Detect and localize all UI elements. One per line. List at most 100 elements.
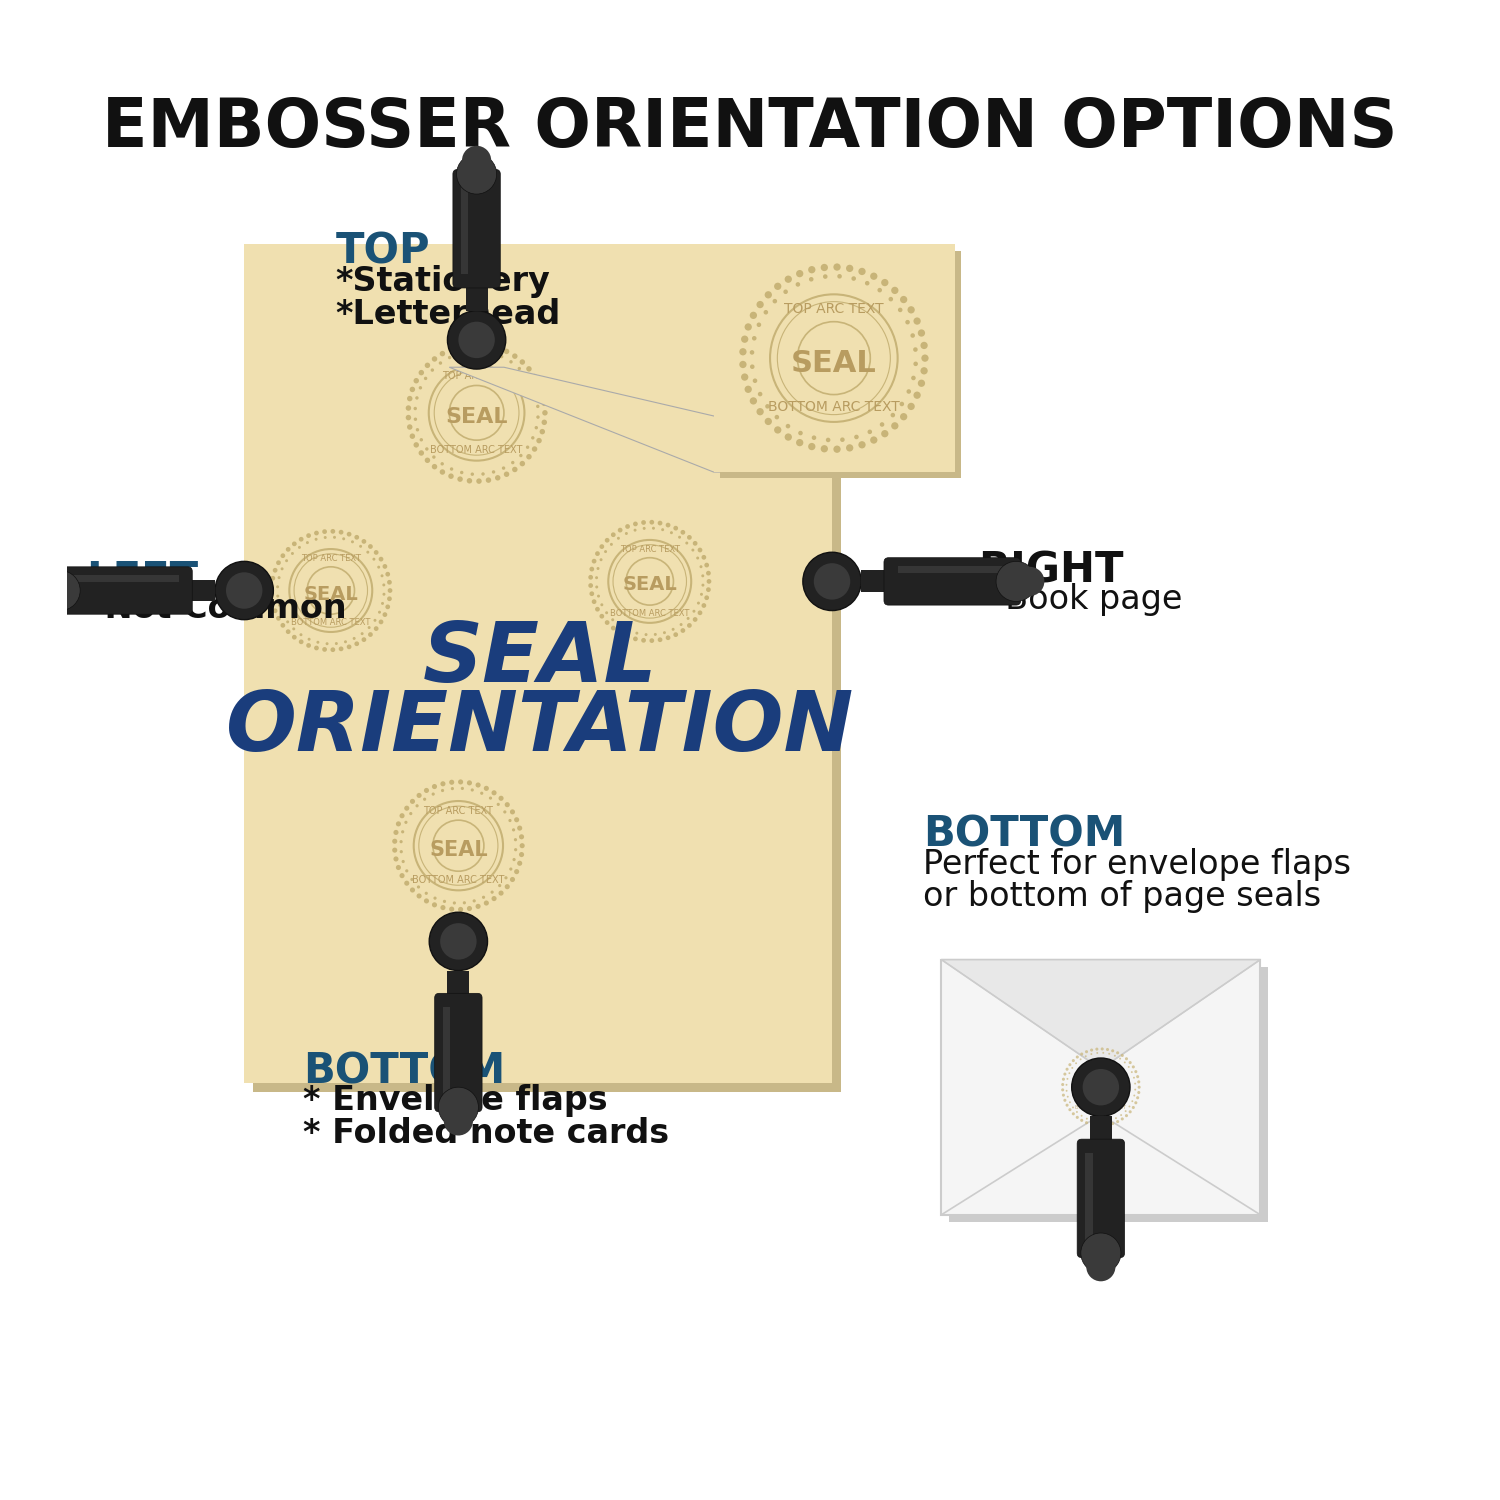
Text: BOTTOM: BOTTOM bbox=[303, 1050, 506, 1092]
Text: TOP ARC TEXT: TOP ARC TEXT bbox=[1082, 1064, 1120, 1070]
Circle shape bbox=[652, 526, 656, 530]
Circle shape bbox=[600, 544, 604, 549]
Circle shape bbox=[798, 430, 802, 435]
Circle shape bbox=[821, 264, 828, 272]
Circle shape bbox=[444, 1107, 472, 1136]
Circle shape bbox=[588, 584, 592, 588]
Bar bbox=[465, 284, 488, 310]
Circle shape bbox=[306, 542, 309, 544]
Circle shape bbox=[1128, 1106, 1131, 1107]
Circle shape bbox=[537, 416, 540, 419]
FancyBboxPatch shape bbox=[56, 567, 192, 614]
Circle shape bbox=[756, 408, 764, 416]
Circle shape bbox=[411, 878, 414, 880]
Circle shape bbox=[1134, 1095, 1136, 1096]
Circle shape bbox=[1072, 1113, 1076, 1116]
Circle shape bbox=[1108, 1053, 1110, 1054]
Circle shape bbox=[440, 470, 446, 474]
Circle shape bbox=[1090, 1124, 1094, 1126]
Circle shape bbox=[433, 897, 436, 900]
Circle shape bbox=[509, 819, 512, 822]
Circle shape bbox=[530, 384, 534, 387]
Circle shape bbox=[597, 594, 600, 597]
Circle shape bbox=[404, 880, 410, 885]
Circle shape bbox=[756, 322, 760, 327]
Circle shape bbox=[362, 538, 366, 544]
Circle shape bbox=[503, 810, 507, 813]
Circle shape bbox=[1134, 1083, 1136, 1084]
Circle shape bbox=[512, 466, 518, 472]
Text: TOP ARC TEXT: TOP ARC TEXT bbox=[620, 544, 680, 554]
FancyBboxPatch shape bbox=[884, 558, 1020, 604]
Circle shape bbox=[1110, 1119, 1112, 1122]
Circle shape bbox=[32, 576, 62, 604]
Text: * Folded note cards: * Folded note cards bbox=[303, 1118, 669, 1150]
Circle shape bbox=[808, 278, 813, 282]
Circle shape bbox=[740, 362, 747, 368]
Circle shape bbox=[399, 840, 402, 843]
Circle shape bbox=[898, 308, 903, 312]
Circle shape bbox=[687, 616, 690, 620]
Circle shape bbox=[410, 800, 416, 804]
Circle shape bbox=[699, 566, 702, 568]
Circle shape bbox=[480, 792, 483, 795]
Circle shape bbox=[273, 568, 278, 573]
Circle shape bbox=[416, 396, 419, 399]
Circle shape bbox=[1086, 1118, 1088, 1119]
Circle shape bbox=[298, 639, 303, 644]
Circle shape bbox=[1112, 1122, 1114, 1125]
Circle shape bbox=[495, 476, 501, 480]
Circle shape bbox=[921, 342, 927, 350]
Circle shape bbox=[399, 873, 405, 877]
Circle shape bbox=[344, 640, 346, 644]
Circle shape bbox=[322, 530, 327, 534]
Circle shape bbox=[870, 436, 877, 444]
Text: BOTTOM ARC TEXT: BOTTOM ARC TEXT bbox=[291, 618, 370, 627]
Circle shape bbox=[880, 279, 888, 286]
Circle shape bbox=[774, 426, 782, 433]
FancyBboxPatch shape bbox=[453, 170, 501, 288]
Text: BOTTOM ARC TEXT: BOTTOM ARC TEXT bbox=[610, 609, 690, 618]
Circle shape bbox=[1120, 1118, 1124, 1120]
Circle shape bbox=[764, 310, 768, 315]
Circle shape bbox=[840, 438, 844, 442]
Circle shape bbox=[610, 543, 614, 546]
Circle shape bbox=[906, 320, 910, 324]
Circle shape bbox=[750, 312, 758, 320]
Circle shape bbox=[424, 891, 427, 896]
Circle shape bbox=[402, 859, 405, 862]
Circle shape bbox=[1125, 1110, 1126, 1112]
Circle shape bbox=[756, 302, 764, 307]
Circle shape bbox=[650, 638, 654, 644]
Circle shape bbox=[686, 542, 688, 544]
Bar bbox=[442, 1007, 450, 1098]
Circle shape bbox=[888, 297, 892, 302]
Circle shape bbox=[440, 351, 446, 357]
Circle shape bbox=[858, 268, 865, 274]
Circle shape bbox=[865, 280, 870, 285]
Circle shape bbox=[698, 602, 700, 604]
Text: TOP: TOP bbox=[336, 231, 430, 273]
Circle shape bbox=[680, 622, 682, 626]
Circle shape bbox=[286, 621, 290, 624]
Circle shape bbox=[291, 552, 294, 555]
Circle shape bbox=[518, 825, 522, 831]
Circle shape bbox=[419, 370, 424, 375]
Text: TOP ARC TEXT: TOP ARC TEXT bbox=[784, 302, 883, 316]
Circle shape bbox=[591, 560, 597, 564]
Circle shape bbox=[414, 406, 417, 410]
Circle shape bbox=[468, 350, 472, 354]
Circle shape bbox=[286, 548, 291, 552]
Circle shape bbox=[1072, 1107, 1074, 1108]
Circle shape bbox=[447, 310, 506, 369]
Circle shape bbox=[440, 922, 477, 960]
Circle shape bbox=[404, 806, 410, 810]
Circle shape bbox=[441, 782, 446, 786]
Text: BOTTOM: BOTTOM bbox=[922, 815, 1125, 856]
Circle shape bbox=[441, 904, 446, 910]
Circle shape bbox=[1064, 1072, 1066, 1076]
Circle shape bbox=[424, 458, 430, 464]
Circle shape bbox=[1104, 1120, 1106, 1122]
Circle shape bbox=[604, 620, 609, 626]
Circle shape bbox=[1090, 1053, 1092, 1054]
